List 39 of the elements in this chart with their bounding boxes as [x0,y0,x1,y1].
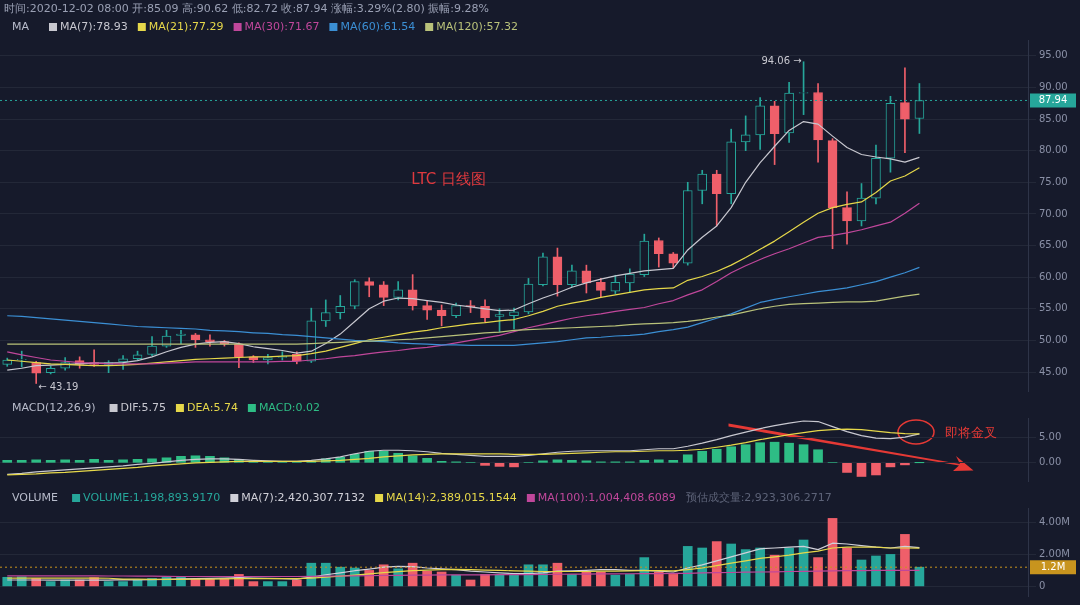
legend-label: MA(120):57.32 [436,19,518,33]
y-tick-label: 55.00 [1039,302,1068,314]
legend-label: MA(7):78.93 [60,19,128,33]
chart-subtitle: 预估成交量:2,923,306.2717 [685,490,832,504]
annotation: 94.06 → [761,55,802,67]
legend-label: MA(100):1,004,408.6089 [537,490,676,504]
legend-label: MA(7):2,420,307.7132 [241,490,366,504]
y-tick-label: 0.00 [1039,456,1062,468]
legend-label: VOLUME:1,198,893.9170 [83,490,221,504]
legend-label: DIF:5.75 [120,400,166,414]
y-tick-label: 85.00 [1039,112,1068,124]
y-tick-label: 90.00 [1039,81,1068,93]
y-tick-label: 0 [1039,579,1046,591]
legend-label: MACD:0.02 [258,400,321,414]
ref-line-label: 1.2M [1040,560,1066,572]
legend-label: MA(30):71.67 [244,19,320,33]
y-tick-label: 5.00 [1039,431,1062,443]
legend-label: MA(21):77.29 [148,19,224,33]
y-tick-label: 45.00 [1039,365,1068,377]
y-tick-label: 2.00M [1039,547,1070,559]
y-tick-label: 80.00 [1039,144,1068,156]
chart-title: MACD(12,26,9) [12,400,96,414]
y-tick-label: 50.00 [1039,334,1068,345]
y-tick-label: 70.00 [1039,207,1068,219]
y-tick-label: 60.00 [1039,270,1068,282]
legend-label: MA(60):61.54 [340,19,416,33]
y-tick-label: 65.00 [1039,239,1068,251]
text: 即将金叉 [945,425,998,441]
y-tick-label: 4.00M [1039,515,1070,527]
legend-label: MA(14):2,389,015.1544 [386,490,517,504]
ref-line-label: 87.94 [1038,94,1068,106]
legend-label: DEA:5.74 [186,400,238,414]
y-tick-label: 95.00 [1039,49,1068,61]
annotation: ← 43.19 [38,381,79,393]
text: LTC 日线图 [411,170,487,189]
y-tick-label: 75.00 [1039,175,1068,187]
legend-title: MA [12,19,30,33]
chart-title: VOLUME [12,490,59,504]
chart-subtitle: 时间:2020-12-02 08:00 开:85.09 高:90.62 低:82.72 收:87.94 涨幅:3.29%(2.80) 振幅:9.28% [4,1,489,15]
